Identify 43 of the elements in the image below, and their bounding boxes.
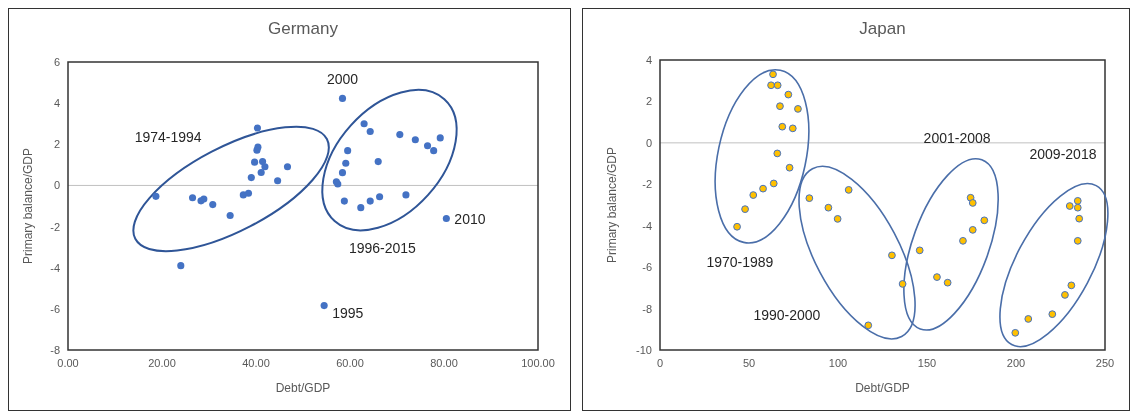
x-tick-label: 100.00	[521, 357, 555, 369]
y-tick-label: 0	[645, 136, 652, 149]
annotation: 2001-2008	[923, 129, 991, 146]
x-tick-label: 50	[742, 357, 756, 369]
chart-title: Germany	[268, 19, 339, 38]
annotation: 1970-1989	[706, 253, 774, 270]
x-tick-label: 250	[1095, 357, 1115, 369]
annotation: 1995	[332, 304, 364, 321]
x-tick-label: 60.00	[336, 357, 364, 369]
y-axis-title: Primary balance/GDP	[21, 147, 35, 265]
y-tick-label: -6	[50, 302, 60, 315]
y-tick-label: 2	[645, 95, 652, 108]
y-tick-label: -10	[636, 344, 652, 356]
x-tick-label: 0	[656, 357, 664, 369]
y-axis-title: Primary balance/GDP	[605, 146, 619, 264]
y-tick-label: 4	[645, 54, 652, 66]
y-tick-label: -2	[642, 178, 652, 191]
annotation: 2000	[326, 71, 359, 88]
y-tick-label: -8	[50, 344, 60, 356]
annotation: 1990-2000	[753, 306, 821, 323]
x-tick-label: 0.00	[57, 357, 79, 369]
chart-title: Japan	[859, 19, 906, 38]
y-tick-label: -2	[50, 220, 60, 233]
y-tick-label: -4	[50, 261, 60, 274]
y-tick-label: 2	[53, 138, 60, 151]
annotation: 2010	[454, 210, 486, 227]
annotation: 1974-1994	[134, 128, 202, 145]
x-axis-title: Debt/GDP	[275, 381, 331, 395]
x-tick-label: 20.00	[148, 357, 176, 369]
x-tick-label: 80.00	[430, 357, 458, 369]
x-tick-label: 100	[828, 357, 848, 369]
x-axis-title: Debt/GDP	[855, 381, 910, 395]
x-tick-label: 200	[1006, 357, 1026, 369]
x-tick-label: 40.00	[242, 357, 270, 369]
annotation: 2009-2018	[1029, 146, 1097, 163]
y-tick-label: 6	[53, 56, 60, 68]
y-tick-label: 0	[53, 179, 60, 192]
y-tick-label: -8	[642, 302, 652, 315]
y-tick-label: 4	[53, 97, 60, 110]
annotation: 1996-2015	[348, 240, 417, 257]
x-tick-label: 150	[917, 357, 937, 369]
y-tick-label: -6	[642, 261, 652, 274]
y-tick-label: -4	[642, 219, 652, 232]
